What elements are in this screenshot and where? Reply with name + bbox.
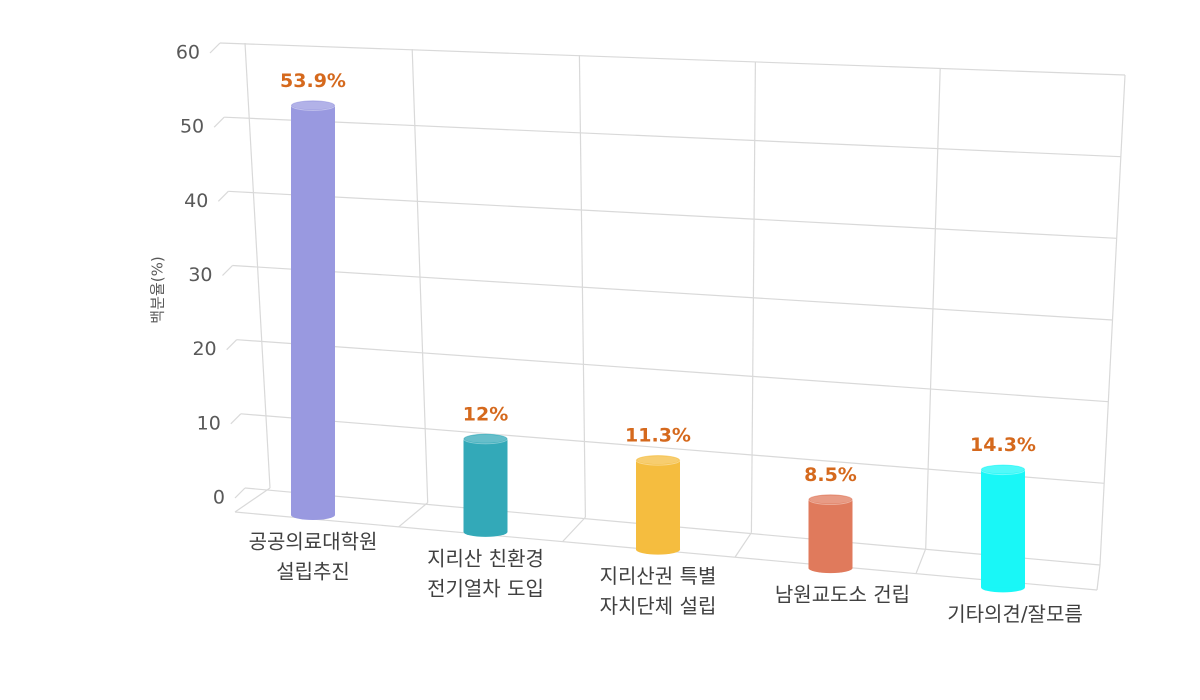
tick-mark [213, 116, 225, 128]
wall-line [411, 49, 429, 503]
grid-line [224, 116, 1121, 158]
y-tick-label: 60 [176, 42, 200, 64]
bar-top [463, 433, 508, 445]
y-axis-label: 백분율(%) [149, 256, 167, 323]
tick-mark [222, 265, 233, 276]
x-tick-label: 전기열차 도입 [427, 576, 544, 600]
bar-top-shine [982, 465, 1024, 474]
value-label: 14.3% [970, 434, 1036, 456]
floor-line [562, 516, 586, 543]
bar-top-shine [809, 495, 852, 504]
x-tick-label: 공공의료대학원 [249, 530, 378, 554]
bar-top-shine [637, 456, 679, 465]
tick-mark [217, 190, 229, 202]
bar [636, 460, 680, 550]
floor-line [1096, 564, 1101, 591]
x-tick-label: 지리산 친환경 [427, 546, 544, 570]
y-tick-label: 30 [188, 264, 212, 286]
floor-line [915, 548, 927, 574]
x-tick-label: 남원교도소 건립 [775, 583, 910, 607]
bar-top [635, 454, 681, 466]
x-tick-label: 지리산권 특별 [600, 564, 717, 588]
y-tick-label: 20 [192, 338, 216, 360]
value-label: 12% [463, 403, 508, 425]
tick-mark [234, 487, 246, 499]
wall-line [578, 55, 586, 518]
bar-top [290, 99, 336, 111]
bar-top [980, 464, 1026, 476]
x-tick-label: 자치단체 설립 [600, 594, 717, 618]
floor-line [734, 532, 752, 558]
bar-top [808, 493, 853, 505]
y-tick-label: 50 [180, 116, 204, 138]
grid-line [240, 413, 1105, 484]
bar-top-shine [464, 434, 507, 443]
bar [981, 469, 1025, 588]
tick-mark [226, 339, 238, 351]
tick-mark [209, 42, 221, 54]
grid-line [219, 42, 1126, 76]
bar-top-shine [292, 101, 334, 110]
y-tick-label: 40 [184, 190, 208, 212]
y-tick-label: 10 [197, 412, 221, 434]
value-label: 53.9% [280, 70, 346, 92]
value-label: 8.5% [804, 464, 857, 486]
value-label: 11.3% [625, 425, 691, 447]
bar [463, 438, 508, 532]
y-tick-label: 0 [213, 487, 225, 509]
bar [808, 499, 853, 569]
grid-line [232, 264, 1113, 321]
x-tick-label: 설립추진 [276, 560, 350, 584]
grid-line [228, 190, 1117, 239]
floor-line [398, 502, 429, 528]
grid-line [236, 339, 1109, 403]
floor-line [234, 487, 271, 513]
tick-mark [230, 413, 242, 425]
bar [291, 105, 335, 516]
wall-line [244, 42, 271, 489]
x-tick-label: 기타의견/잘모름 [947, 602, 1083, 626]
